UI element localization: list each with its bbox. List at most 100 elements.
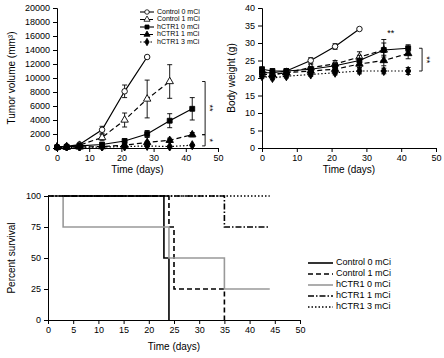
y-tick: 25 [245, 56, 262, 66]
annotation: ** [205, 105, 215, 113]
y-tick-label: 10000 [25, 73, 50, 83]
y-axis: 0255075100 [26, 191, 49, 325]
marker [167, 118, 172, 123]
y-tick: 40 [245, 3, 262, 13]
y-tick-mark [258, 96, 262, 97]
x-tick-label: 40 [181, 153, 191, 163]
x-axis-title: Time (days) [111, 164, 163, 175]
legend-item: hCTR1 3 mCi [140, 38, 200, 46]
legend-item: hCTR1 0 mCi [140, 23, 200, 30]
x-tick: 5 [71, 320, 76, 335]
legend-label: Control 1 mCi [157, 15, 200, 22]
y-tick-label: 35 [245, 21, 255, 31]
y-tick-mark [258, 131, 262, 132]
x-tick-label: 40 [397, 153, 407, 163]
error-bar [100, 126, 105, 133]
legend-label: hCTR1 3 mCi [157, 38, 200, 45]
y-tick-mark [53, 78, 57, 79]
x-tick-mark [149, 320, 150, 324]
y-axis-line [44, 197, 49, 321]
legend-label: Control 1 mCi [336, 268, 391, 278]
y-tick: 15 [245, 91, 262, 101]
y-tick-mark [53, 106, 57, 107]
y-tick-mark [53, 92, 57, 93]
marker [404, 49, 411, 55]
legend-swatch [308, 284, 333, 286]
y-tick-label: 10 [245, 108, 255, 118]
error-bar [333, 44, 338, 50]
x-tick-label: 10 [85, 153, 95, 163]
legend-item: Control 1 mCi [140, 15, 200, 22]
x-tick: 10 [94, 320, 104, 335]
y-axis-title: Percent survival [6, 222, 17, 293]
y-axis: 0200040006000800010000120001400016000180… [25, 3, 58, 153]
y-tick-label: 4000 [30, 115, 50, 125]
x-tick: 10 [85, 148, 95, 163]
legend-marker [145, 25, 149, 29]
x-axis-line [49, 321, 301, 325]
legend-marker [144, 16, 150, 21]
x-tick-mark [436, 148, 437, 152]
x-tick-label: 0 [55, 153, 60, 163]
x-tick: 40 [181, 148, 191, 163]
y-tick: 6000 [30, 101, 57, 111]
y-tick-label: 2000 [30, 129, 50, 139]
x-tick-label: 5 [71, 325, 76, 335]
y-tick-label: 100 [26, 191, 41, 201]
y-tick-mark [53, 50, 57, 51]
y-tick-mark [258, 8, 262, 9]
legend-swatch [308, 295, 333, 297]
marker [381, 66, 386, 75]
x-axis-line [263, 149, 437, 153]
x-tick-mark [73, 320, 74, 324]
y-tick: 20000 [25, 3, 57, 13]
y-tick-label: 6000 [30, 101, 50, 111]
legend-item: Control 0 mCi [140, 8, 200, 15]
y-tick-mark [53, 64, 57, 65]
plot-area [48, 196, 270, 320]
marker [64, 143, 69, 151]
marker [332, 68, 337, 77]
legend-swatch [308, 273, 333, 275]
y-tick: 5 [250, 126, 262, 136]
x-tick-mark [218, 148, 219, 152]
plot-area [54, 54, 196, 151]
marker [259, 72, 264, 81]
marker [99, 127, 105, 133]
annotation: * [205, 139, 215, 143]
panel: 0102030405002000400060008000100001200014… [6, 3, 224, 175]
y-tick: 10000 [25, 73, 57, 83]
legend-swatch [308, 262, 333, 264]
marker [122, 142, 127, 151]
y-tick-mark [53, 36, 57, 37]
y-tick: 100 [26, 191, 48, 201]
series-line [48, 196, 270, 289]
x-tick-mark [250, 320, 251, 324]
y-tick-label: 12000 [25, 59, 50, 69]
marker [381, 48, 386, 53]
x-tick-label: 20 [117, 153, 127, 163]
marker [99, 142, 104, 151]
x-axis: 05101520253035404550 [46, 320, 306, 335]
x-tick: 30 [195, 320, 205, 335]
x-axis-title: Time (days) [148, 341, 200, 352]
y-tick: 14000 [25, 45, 57, 55]
marker [189, 130, 196, 136]
y-tick-label: 20 [245, 73, 255, 83]
marker [145, 141, 150, 150]
panel: 010203040500510152025303540Time (days)Bo… [226, 3, 442, 175]
bracket [202, 82, 205, 135]
legend-item: Control 0 mCi [308, 257, 391, 267]
y-tick-mark [258, 26, 262, 27]
marker [144, 54, 150, 60]
legend-label: hCTR1 0 mCi [336, 279, 391, 289]
y-tick-label: 40 [245, 3, 255, 13]
y-tick-label: 16000 [25, 31, 50, 41]
y-tick-label: 0 [45, 143, 50, 153]
y-tick-mark [53, 134, 57, 135]
marker [284, 72, 289, 81]
marker [54, 143, 59, 151]
y-tick: 16000 [25, 31, 57, 41]
legend-label: hCTR1 1 mCi [157, 30, 200, 37]
x-tick-mark [401, 148, 402, 152]
